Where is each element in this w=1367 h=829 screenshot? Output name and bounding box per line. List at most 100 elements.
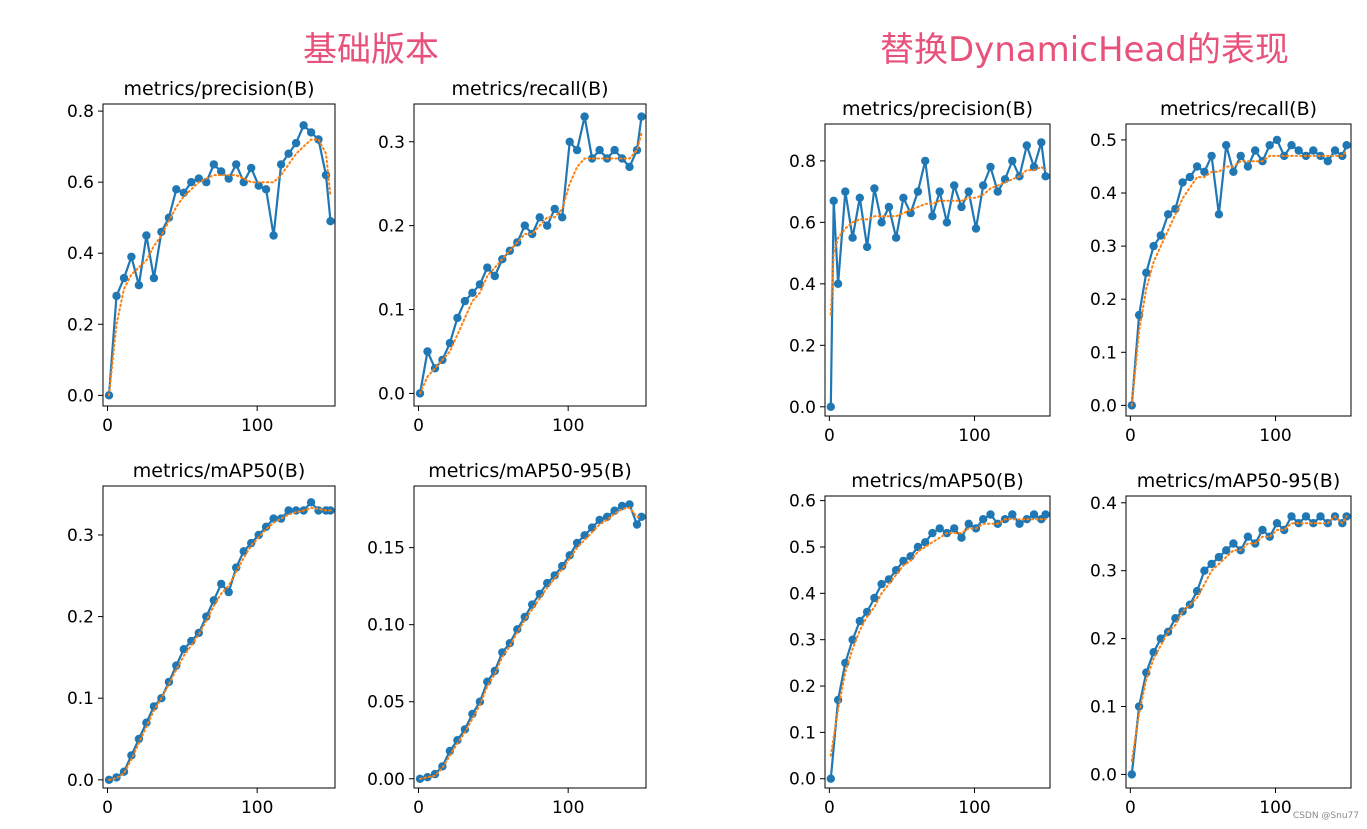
data-point	[971, 224, 981, 233]
data-point	[232, 160, 241, 169]
data-point	[979, 181, 988, 190]
data-point	[284, 149, 293, 158]
data-point	[1272, 135, 1282, 145]
data-point	[572, 145, 582, 155]
data-point	[826, 402, 835, 411]
data-point	[950, 181, 959, 190]
data-point	[483, 677, 492, 686]
x-tick-label: 100	[241, 798, 273, 818]
data-point	[1323, 157, 1333, 166]
data-point	[261, 522, 271, 531]
results-line	[419, 503, 643, 780]
y-tick-label: 0.0	[789, 398, 816, 418]
y-tick-label: 0.4	[789, 275, 816, 295]
data-point	[1200, 167, 1209, 176]
data-point	[957, 202, 966, 212]
y-tick-label: 0.2	[67, 608, 94, 628]
data-point	[637, 112, 646, 121]
data-point	[149, 702, 159, 711]
data-point	[291, 138, 301, 148]
data-point	[528, 600, 537, 609]
data-point	[1214, 210, 1224, 219]
data-point	[1029, 162, 1039, 172]
subplot-title: metrics/mAP50-95(B)	[428, 460, 632, 482]
data-point	[321, 170, 331, 180]
y-tick-label: 0.2	[1090, 630, 1117, 650]
data-point	[1265, 141, 1274, 150]
x-tick-label: 100	[958, 426, 990, 446]
x-tick-label: 0	[824, 798, 835, 818]
y-tick-label: 0.15	[367, 539, 405, 559]
data-point	[1229, 167, 1238, 176]
data-point	[928, 528, 937, 538]
y-tick-label: 0.1	[789, 723, 816, 743]
x-tick-label: 0	[413, 798, 424, 818]
data-point	[445, 746, 455, 756]
data-point	[475, 280, 485, 289]
data-point	[1149, 241, 1158, 251]
data-point	[595, 145, 604, 155]
y-tick-label: 0.0	[67, 771, 94, 791]
y-tick-label: 0.2	[67, 315, 94, 335]
data-point	[306, 128, 316, 137]
results-line	[107, 124, 332, 396]
data-point	[986, 162, 995, 172]
subplot-0: metrics/precision(B) 0.0 0.2 0.4 0.6 0.8 0 100	[67, 78, 336, 436]
y-tick-label: 0.8	[67, 102, 94, 122]
results-line	[829, 513, 1047, 779]
data-point	[1185, 172, 1195, 182]
data-point	[1156, 231, 1166, 240]
data-point	[884, 575, 894, 584]
data-point	[1163, 210, 1173, 219]
subplot-title: metrics/mAP50-95(B)	[1137, 470, 1341, 492]
subplot-7: metrics/mAP50-95(B) 0.0 0.1 0.2 0.3 0.4 0 100	[1090, 470, 1352, 818]
data-point	[535, 213, 544, 222]
data-point	[565, 137, 574, 146]
data-point	[112, 291, 121, 301]
data-point	[423, 347, 432, 356]
data-point	[610, 145, 619, 155]
data-point	[637, 512, 646, 521]
x-tick-label: 100	[1259, 426, 1291, 446]
data-point	[833, 279, 843, 288]
y-tick-label: 0.10	[367, 616, 405, 636]
data-point	[558, 561, 567, 571]
smooth-line	[108, 506, 332, 781]
data-point	[964, 519, 973, 528]
data-point	[935, 187, 944, 196]
data-point	[1309, 519, 1318, 528]
subplot-3: metrics/mAP50-95(B) 0.00 0.05 0.10 0.15 0 100	[367, 460, 647, 818]
y-tick-label: 0.2	[1090, 290, 1117, 310]
data-point	[1301, 512, 1311, 521]
data-point	[877, 218, 886, 227]
plot-frame	[824, 123, 1051, 417]
data-point	[1156, 634, 1166, 643]
data-point	[1127, 770, 1137, 779]
data-point	[855, 193, 864, 202]
data-point	[964, 187, 973, 196]
data-point	[1134, 702, 1144, 711]
data-point	[550, 204, 559, 214]
data-point	[127, 252, 136, 261]
data-point	[595, 515, 604, 525]
data-point	[1207, 151, 1216, 161]
subplot-title: metrics/precision(B)	[842, 98, 1033, 120]
plot-frame	[1125, 123, 1352, 417]
data-point	[1214, 552, 1224, 562]
data-point	[187, 636, 196, 646]
subplot-title: metrics/mAP50(B)	[133, 460, 305, 482]
data-point	[254, 181, 263, 190]
data-point	[1178, 178, 1187, 187]
data-point	[993, 187, 1002, 196]
data-point	[1041, 172, 1050, 181]
watermark: CSDN @Snu77	[1292, 811, 1359, 821]
data-point	[625, 162, 634, 172]
data-point	[632, 520, 642, 529]
data-point	[587, 523, 597, 532]
y-tick-label: 0.4	[789, 584, 816, 604]
data-point	[254, 530, 263, 540]
y-tick-label: 0.1	[67, 689, 94, 709]
y-tick-label: 0.3	[789, 631, 816, 651]
data-point	[1222, 546, 1231, 555]
